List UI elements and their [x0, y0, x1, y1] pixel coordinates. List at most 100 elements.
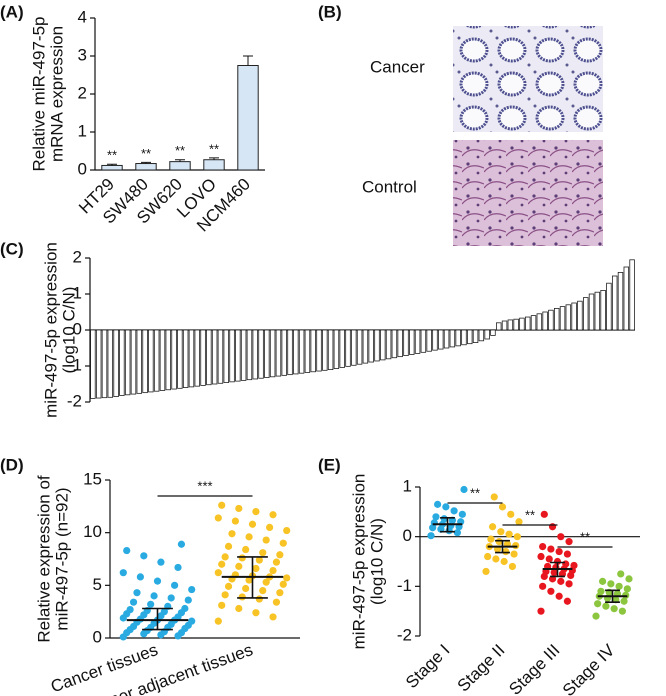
data-point [228, 530, 236, 538]
x-tick-label: Stage I [402, 641, 454, 693]
x-tick-label: Stage II [454, 641, 509, 696]
bar [565, 304, 572, 331]
data-point [458, 510, 466, 518]
bar [269, 329, 276, 378]
bar [165, 329, 171, 391]
data-point [547, 587, 555, 595]
bar [293, 329, 299, 375]
data-point [442, 503, 450, 511]
significance: ** [175, 143, 185, 158]
data-point [482, 567, 490, 576]
data-point [150, 592, 158, 600]
bar [403, 329, 409, 356]
bar [571, 302, 577, 331]
bar [264, 329, 270, 378]
y-axis-label: Relative miR-497-5p [29, 17, 48, 172]
bar [478, 329, 485, 342]
bar [136, 329, 143, 394]
bar [617, 271, 624, 331]
bar [414, 329, 421, 354]
bar [223, 329, 229, 383]
data-point [615, 582, 623, 590]
data-point [565, 538, 573, 546]
data-point [508, 562, 516, 571]
bar [169, 161, 191, 171]
bar [240, 329, 247, 381]
bar [594, 291, 601, 331]
data-point [231, 517, 239, 525]
data-point [188, 585, 196, 594]
data-point [276, 551, 284, 559]
data-point [515, 518, 523, 526]
data-point [269, 511, 277, 519]
bar [203, 159, 225, 171]
bar [606, 282, 612, 331]
data-point [540, 510, 548, 518]
bar [397, 329, 403, 358]
data-point [255, 556, 263, 564]
bar [385, 329, 392, 360]
bar [177, 329, 183, 389]
data-point [513, 533, 521, 541]
bar [275, 329, 282, 377]
bar [507, 319, 514, 331]
bar [513, 318, 519, 331]
significance: *** [197, 478, 212, 493]
y-tick-label: 0 [73, 319, 82, 338]
y-axis-label: (log10 C/N) [59, 287, 78, 374]
significance: ** [580, 529, 590, 544]
data-point [224, 582, 233, 590]
data-point [181, 604, 189, 613]
bar [362, 329, 369, 364]
bar [525, 316, 531, 331]
bar [559, 306, 566, 331]
data-point [450, 507, 458, 515]
data-point [133, 589, 141, 597]
data-point [498, 503, 507, 511]
data-point [259, 549, 267, 557]
data-point [279, 580, 287, 588]
data-point [276, 589, 284, 597]
y-tick-label: 4 [78, 7, 87, 26]
y-tick-label: 10 [83, 522, 102, 541]
y-tick-label: 1 [403, 476, 412, 495]
data-point [119, 569, 127, 577]
data-point [269, 566, 277, 575]
bar [148, 329, 154, 393]
bar [374, 329, 380, 362]
data-point [599, 577, 607, 585]
bar [432, 329, 438, 351]
data-point [136, 573, 144, 581]
row-label: Cancer [370, 57, 425, 76]
bar [345, 329, 351, 367]
data-point [214, 569, 222, 577]
data-point [252, 609, 260, 617]
bar [188, 329, 195, 388]
error-bar [175, 159, 185, 162]
bar [171, 329, 177, 390]
y-tick-label: 15 [83, 469, 102, 488]
bar [182, 329, 189, 388]
data-point [490, 493, 498, 501]
bar [90, 329, 96, 399]
data-point [625, 575, 633, 583]
data-point [147, 600, 155, 608]
bar [577, 300, 583, 331]
data-point [242, 584, 250, 593]
y-tick-label: -1 [67, 355, 82, 374]
panel-label: (B) [318, 2, 342, 21]
bar [310, 329, 316, 373]
bar [611, 275, 618, 331]
bar [206, 329, 212, 386]
data-point [238, 554, 246, 562]
bar [600, 289, 606, 331]
y-tick-label: 0 [93, 627, 102, 646]
significance: ** [107, 148, 117, 163]
y-axis-label: mRNA expression [47, 26, 66, 162]
bar [443, 329, 450, 349]
data-point [184, 596, 192, 604]
bar [235, 329, 241, 382]
bar [217, 329, 224, 384]
bar [501, 320, 508, 331]
